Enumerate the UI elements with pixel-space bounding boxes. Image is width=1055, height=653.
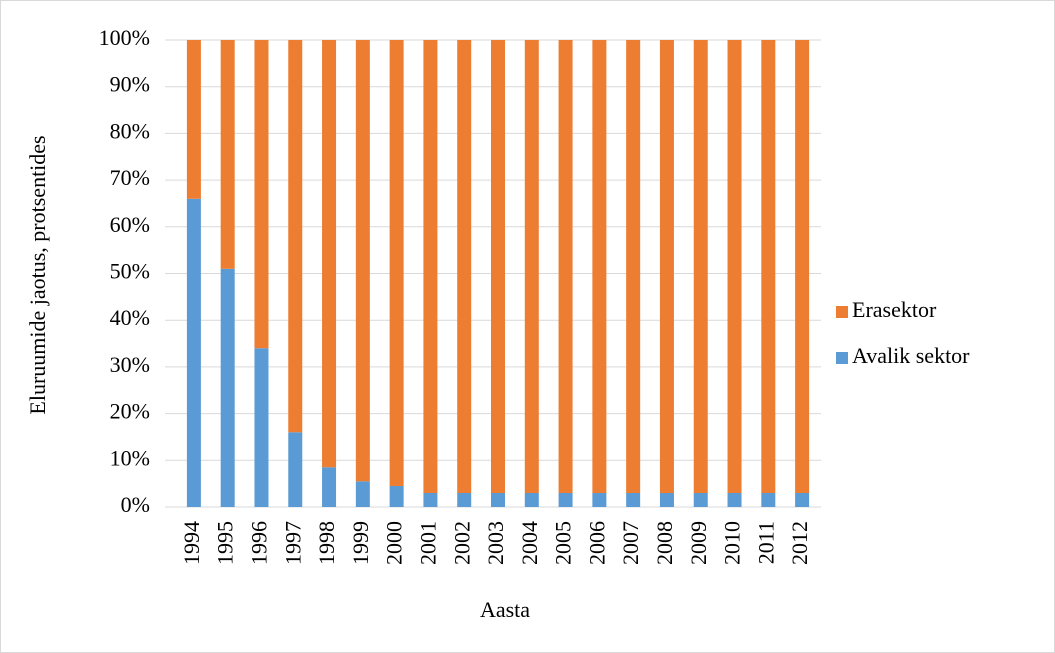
x-axis-title: Aasta (480, 597, 530, 622)
bar-segment (491, 40, 505, 493)
y-axis-title: Eluruumide jaotus, protsentides (25, 135, 50, 414)
x-tick-label: 2005 (551, 521, 576, 565)
bar-segment (186, 40, 201, 199)
bar-segment (761, 492, 776, 507)
x-tick-label: 1994 (179, 521, 204, 565)
y-tick-label: 10% (110, 445, 150, 470)
bar-segment (795, 492, 810, 507)
bar-segment (592, 492, 607, 507)
bar-segment (457, 492, 472, 507)
y-tick-label: 20% (110, 399, 150, 424)
bar-segment (423, 492, 438, 507)
legend-swatch (836, 306, 848, 318)
bar-segment (727, 40, 742, 493)
bar-segment (220, 40, 235, 269)
bar-segment (322, 467, 337, 507)
x-tick-label: 1996 (247, 521, 272, 565)
bar-segment (659, 492, 674, 507)
legend-label: Avalik sektor (852, 343, 970, 368)
bar-segment (389, 485, 404, 507)
bar-segment (592, 40, 607, 493)
bar-segment (322, 40, 337, 468)
bar-segment (220, 268, 235, 507)
bar-segment (626, 40, 641, 493)
bar-segment (288, 432, 303, 507)
bar-segment (355, 481, 370, 507)
x-tick-label: 2009 (686, 521, 711, 565)
bar-segment (558, 40, 573, 493)
x-tick-label: 2004 (517, 521, 542, 565)
x-tick-label: 1995 (213, 521, 238, 565)
x-tick-label: 2010 (720, 521, 745, 565)
legend-label: Erasektor (852, 297, 937, 322)
x-tick-label: 2003 (483, 521, 508, 565)
x-tick-label: 1998 (314, 521, 339, 565)
y-tick-label: 40% (110, 305, 150, 330)
x-tick-label: 2006 (584, 521, 609, 565)
bar-segment (355, 40, 370, 482)
y-tick-label: 80% (110, 118, 150, 143)
bar-segment (254, 348, 269, 507)
y-tick-label: 30% (110, 352, 150, 377)
bar-segment (761, 40, 776, 493)
x-tick-label: 2012 (787, 521, 812, 565)
bar-segment (693, 40, 708, 493)
bar-segment (727, 492, 742, 507)
y-tick-label: 60% (110, 212, 150, 237)
x-tick-label: 2000 (382, 521, 407, 565)
bar-segment (659, 40, 674, 493)
x-tick-label: 1999 (348, 521, 373, 565)
y-tick-label: 50% (110, 259, 150, 284)
x-tick-label: 2001 (415, 521, 440, 565)
bar-segment (626, 492, 641, 507)
legend-swatch (836, 352, 848, 364)
bar-segment (423, 40, 438, 493)
x-tick-label: 2007 (618, 521, 643, 565)
bar-segment (795, 40, 810, 493)
y-tick-label: 100% (99, 25, 150, 50)
bar-segment (288, 40, 303, 433)
bar-segment (491, 492, 505, 507)
y-tick-label: 90% (110, 72, 150, 97)
bar-segment (254, 40, 269, 349)
bar-segment (457, 40, 472, 493)
x-tick-label: 2008 (652, 521, 677, 565)
bar-segment (186, 198, 201, 507)
y-tick-label: 0% (121, 492, 150, 517)
x-tick-label: 2011 (753, 521, 778, 564)
bar-segment (524, 40, 539, 493)
y-tick-label: 70% (110, 165, 150, 190)
bar-segment (693, 492, 708, 507)
bar-segment (524, 492, 539, 507)
x-tick-label: 1997 (280, 521, 305, 565)
x-tick-label: 2002 (449, 521, 474, 565)
bar-segment (389, 40, 404, 486)
bar-segment (558, 492, 573, 507)
